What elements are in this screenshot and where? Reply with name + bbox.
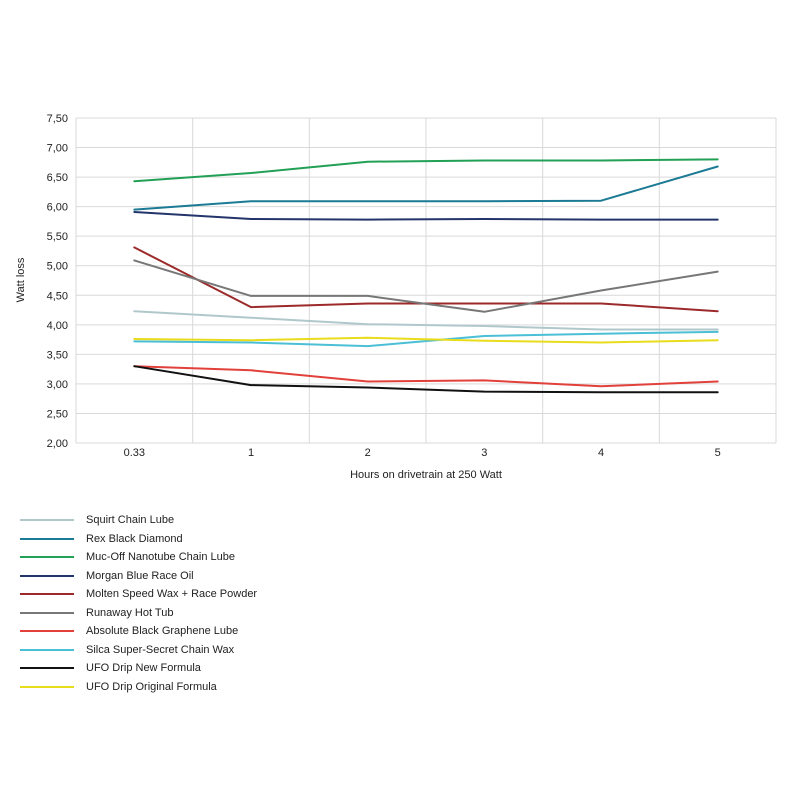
y-axis-label: Watt loss [15,257,27,302]
x-tick-label: 2 [365,447,371,459]
y-tick-label: 2,00 [47,438,68,450]
x-tick-label: 0.33 [124,447,145,459]
series-line-2 [133,158,719,183]
y-tick-label: 7,50 [47,113,68,125]
legend-swatch [20,685,74,688]
legend: Squirt Chain Lube Rex Black Diamond Muc-Of… [20,511,257,696]
y-tick-label: 2,50 [47,408,68,420]
legend-swatch [20,667,74,670]
legend-swatch [20,574,74,577]
legend-label: UFO Drip New Formula [86,662,201,675]
x-tick-label: 3 [481,447,487,459]
legend-swatch [20,519,74,522]
legend-swatch [20,611,74,614]
legend-label: Absolute Black Graphene Lube [86,625,239,638]
series-line-0 [133,310,719,331]
series-line-5 [133,259,719,313]
legend-label: Morgan Blue Race Oil [86,569,194,582]
legend-label: Runaway Hot Tub [86,606,174,619]
grid [75,117,777,444]
legend-item: Rex Black Diamond [20,530,257,549]
y-tick-label: 6,50 [47,172,68,184]
legend-label: Muc-Off Nanotube Chain Lube [86,551,235,564]
y-tick-label: 6,00 [47,202,68,214]
y-tick-label: 7,00 [47,143,68,155]
legend-item: Morgan Blue Race Oil [20,567,257,586]
legend-swatch [20,648,74,651]
legend-item: Absolute Black Graphene Lube [20,622,257,641]
legend-label: UFO Drip Original Formula [86,680,217,693]
legend-label: Molten Speed Wax + Race Powder [86,588,258,601]
series-line-7 [133,330,719,348]
legend-item: UFO Drip Original Formula [20,678,257,697]
y-tick-label: 5,50 [47,231,68,243]
series-line-6 [133,365,719,388]
x-tick-label: 4 [598,447,604,459]
legend-swatch [20,630,74,633]
legend-swatch [20,593,74,596]
series-line-8 [133,365,719,394]
y-axis-ticks: 2,00 2,50 3,00 3,50 4,00 4,50 5,00 5,50 6,00 6,50… [47,113,68,450]
y-tick-label: 3,00 [47,379,68,391]
legend-label: Rex Black Diamond [86,532,183,545]
legend-item: Silca Super-Secret Chain Wax [20,641,257,660]
series-line-1 [133,165,719,211]
series-line-3 [133,211,719,221]
legend-item: Runaway Hot Tub [20,604,257,623]
y-tick-label: 4,00 [47,320,68,332]
legend-swatch [20,556,74,559]
y-tick-label: 4,50 [47,290,68,302]
series-line-9 [133,336,719,344]
legend-item: Muc-Off Nanotube Chain Lube [20,548,257,567]
x-tick-label: 1 [248,447,254,459]
legend-swatch [20,537,74,540]
legend-label: Silca Super-Secret Chain Wax [86,643,235,656]
legend-label: Squirt Chain Lube [86,514,175,527]
x-axis-ticks: 0.33 1 2 3 4 5 [124,447,721,459]
legend-item: UFO Drip New Formula [20,659,257,678]
x-tick-label: 5 [715,447,721,459]
y-tick-label: 3,50 [47,349,68,361]
line-chart: 2,00 2,50 3,00 3,50 4,00 4,50 5,00 5,50 6,00 6,50… [15,113,777,481]
series-lines [133,158,719,394]
legend-item: Molten Speed Wax + Race Powder [20,585,257,604]
y-tick-label: 5,00 [47,261,68,273]
x-axis-label: Hours on drivetrain at 250 Watt [350,469,502,481]
legend-item: Squirt Chain Lube [20,511,257,530]
